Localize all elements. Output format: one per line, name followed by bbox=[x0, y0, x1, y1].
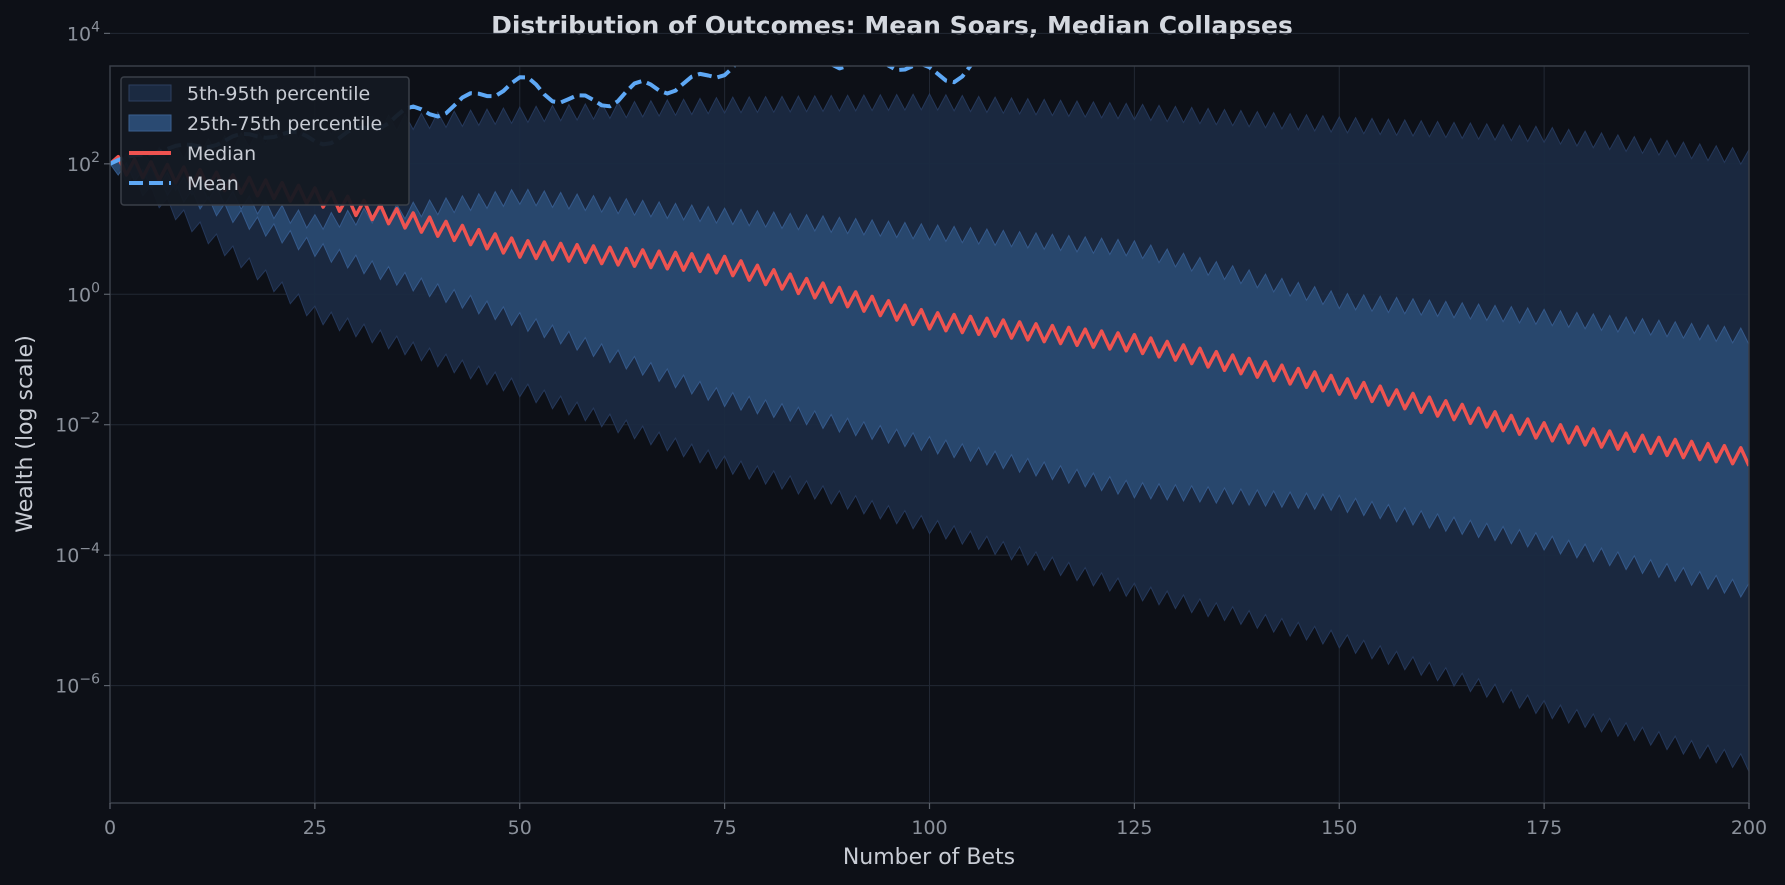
y-tick-label: 10−4 bbox=[55, 541, 100, 567]
bands bbox=[110, 92, 1749, 772]
x-tick-label: 50 bbox=[508, 817, 532, 839]
legend-label: Mean bbox=[187, 173, 239, 195]
legend-swatch bbox=[128, 114, 172, 132]
legend-box bbox=[120, 76, 410, 206]
y-tick-label: 10−6 bbox=[55, 672, 100, 698]
y-axis-ticks: 104 102 100 10−2 10−4 10−6 bbox=[55, 19, 110, 698]
y-axis-title: Wealth (log scale) bbox=[13, 335, 38, 533]
y-tick-label: 100 bbox=[67, 280, 100, 306]
x-axis-ticks: 0 25 50 75 100 125 150 175 200 bbox=[104, 803, 1767, 839]
x-tick-label: 175 bbox=[1526, 817, 1562, 839]
median-line bbox=[110, 154, 1749, 467]
band-25-75 bbox=[110, 157, 1749, 598]
legend-item: 25th-75th percentile bbox=[128, 113, 382, 135]
x-axis-title: Number of Bets bbox=[843, 845, 1015, 870]
x-tick-label: 150 bbox=[1321, 817, 1357, 839]
x-tick-label: 75 bbox=[713, 817, 737, 839]
x-tick-label: 25 bbox=[303, 817, 327, 839]
legend-item: 5th-95th percentile bbox=[128, 83, 370, 105]
y-tick-label: 102 bbox=[67, 150, 100, 176]
legend-item: Mean bbox=[129, 173, 239, 195]
legend-swatch bbox=[128, 84, 172, 102]
legend-label: Median bbox=[187, 143, 256, 165]
y-tick-label: 104 bbox=[67, 19, 100, 45]
x-tick-label: 100 bbox=[911, 817, 947, 839]
x-tick-label: 0 bbox=[104, 817, 116, 839]
legend: 5th-95th percentile 25th-75th percentile M… bbox=[120, 76, 410, 206]
y-tick-label: 10−2 bbox=[55, 411, 100, 437]
x-tick-label: 200 bbox=[1731, 817, 1767, 839]
legend-label: 5th-95th percentile bbox=[187, 83, 370, 105]
chart-title: Distribution of Outcomes: Mean Soars, Me… bbox=[491, 11, 1293, 40]
legend-item: Median bbox=[129, 143, 256, 165]
legend-label: 25th-75th percentile bbox=[187, 113, 382, 135]
x-tick-label: 125 bbox=[1116, 817, 1152, 839]
